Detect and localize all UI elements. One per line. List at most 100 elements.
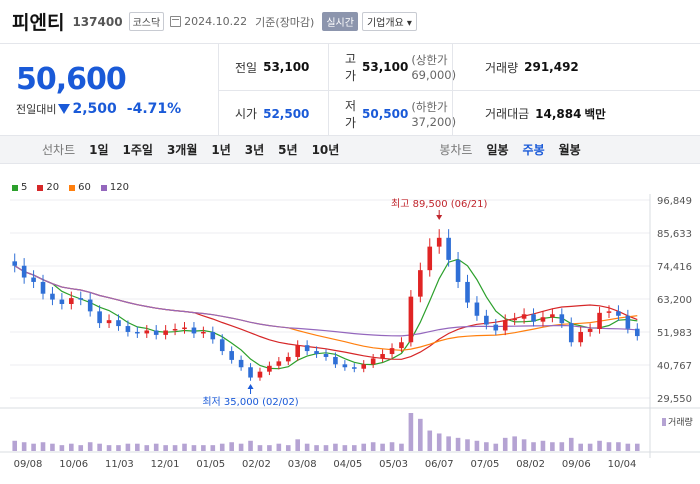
- candle-body: [219, 339, 225, 352]
- volume-label: 거래량: [668, 416, 693, 428]
- volume-bar: [540, 440, 546, 451]
- volume-bar: [493, 443, 499, 451]
- volume-bar: [50, 443, 55, 451]
- period-1y[interactable]: 1년: [211, 143, 231, 157]
- candle-body: [484, 315, 489, 325]
- calendar-icon: [170, 16, 182, 27]
- stat-prev-close: 전일 53,100: [219, 44, 328, 90]
- volume-bar: [597, 440, 602, 451]
- volume-bar: [361, 443, 367, 451]
- candle-daily[interactable]: 일봉: [486, 143, 509, 157]
- quote-basis: 기준(장마감): [255, 15, 315, 29]
- candle-body: [521, 314, 527, 319]
- company-overview-button[interactable]: 기업개요 ▾: [361, 12, 417, 31]
- candle-body: [568, 323, 574, 343]
- change-percent: -4.71%: [126, 101, 182, 117]
- volume-bar: [257, 445, 263, 451]
- volume-bar: [144, 445, 150, 451]
- amount-unit: 백만: [584, 106, 606, 121]
- volume-bar: [342, 445, 348, 451]
- candle-body: [248, 367, 253, 378]
- price-chart[interactable]: 96,849 85,633 74,416 63,200 51,983 40,767 29,5…: [0, 172, 700, 484]
- candle-body: [370, 358, 376, 365]
- volume-bar: [97, 443, 102, 451]
- period-10y[interactable]: 10년: [311, 143, 340, 157]
- period-3m[interactable]: 3개월: [166, 143, 198, 157]
- candle-body: [191, 327, 197, 334]
- candle-body: [446, 237, 451, 260]
- price-change: 전일대비 2,500 -4.71%: [16, 101, 218, 117]
- x-tick-label: 09/06: [562, 459, 591, 470]
- candle-body: [606, 311, 612, 313]
- candle-body: [502, 320, 508, 331]
- stat-high: 고가 53,100 (상한가 69,000): [328, 44, 456, 90]
- candle-body: [144, 330, 150, 334]
- candle-body: [587, 329, 593, 332]
- volume-bar: [512, 436, 517, 451]
- candle-body: [361, 364, 367, 369]
- x-tick-label: 05/03: [379, 459, 408, 470]
- ma20-line: [14, 265, 638, 360]
- candle-body: [455, 259, 461, 282]
- y-tick-label: 85,633: [657, 229, 692, 240]
- volume-bar: [418, 418, 423, 451]
- current-price-box: 50,600 전일대비 2,500 -4.71%: [0, 44, 219, 135]
- x-tick-label: 08/02: [516, 459, 545, 470]
- volume-bar: [12, 440, 18, 451]
- ma60-line: [14, 265, 638, 351]
- candle-body: [351, 367, 357, 369]
- volume-bar: [446, 436, 451, 451]
- stock-code: 137400: [72, 14, 123, 29]
- candle-body: [634, 328, 640, 337]
- upper-limit: (상한가 69,000): [411, 53, 457, 82]
- candle-body: [21, 265, 27, 278]
- volume-bar: [304, 443, 310, 451]
- candle-body: [172, 329, 178, 331]
- realtime-button[interactable]: 실시간: [322, 12, 358, 31]
- candle-monthly[interactable]: 월봉: [558, 143, 581, 157]
- volume-bar: [153, 443, 159, 451]
- volume-bar: [436, 433, 442, 451]
- volume-bar: [106, 445, 112, 451]
- volume-bar: [163, 445, 168, 451]
- candle-body: [163, 330, 168, 335]
- period-5y[interactable]: 5년: [278, 143, 298, 157]
- candle-body: [12, 261, 18, 266]
- volume-bar: [578, 443, 583, 451]
- volume-bar: [380, 443, 385, 451]
- prev-compare-label: 전일대비: [16, 103, 57, 116]
- candle-body: [50, 293, 55, 300]
- high-arrow-head: [436, 215, 443, 220]
- volume-bar: [314, 445, 319, 451]
- period-3y[interactable]: 3년: [244, 143, 265, 157]
- stats-grid: 전일 53,100 고가 53,100 (상한가 69,000) 거래량 291…: [219, 44, 700, 136]
- stat-value: 291,492: [524, 60, 579, 74]
- volume-bar: [276, 443, 282, 451]
- volume-bar: [502, 437, 508, 451]
- stat-label: 거래량: [485, 60, 519, 75]
- low-arrow-head: [247, 384, 254, 389]
- candle-body: [540, 317, 546, 322]
- candle-body: [285, 356, 291, 362]
- volume-bar: [625, 443, 631, 451]
- volume-bar: [389, 442, 395, 451]
- legend-ma5: 5: [12, 182, 27, 193]
- lower-limit: (하한가 37,200): [411, 99, 457, 129]
- period-1w[interactable]: 1주일: [122, 143, 153, 157]
- x-tick-label: 07/05: [471, 459, 500, 470]
- legend-ma120: 120: [100, 182, 129, 193]
- stat-amount: 거래대금 14,884 백만: [452, 90, 700, 136]
- candle-weekly[interactable]: 주봉: [522, 143, 545, 157]
- period-1d[interactable]: 1일: [89, 143, 109, 157]
- volume-bar: [370, 442, 376, 451]
- candle-chart-label: 봉차트: [439, 143, 473, 157]
- candle-body: [116, 320, 121, 327]
- volume-bar: [408, 413, 414, 451]
- volume-bar: [172, 445, 178, 451]
- candle-body: [399, 342, 404, 349]
- volume-bar: [559, 442, 565, 451]
- low-annotation: 최저 35,000 (02/02): [202, 396, 298, 408]
- y-tick-label: 51,983: [657, 328, 692, 339]
- candle-body: [389, 348, 395, 355]
- stock-header: 피엔티 137400 코스닥 2024.10.22 기준(장마감) 실시간 기업…: [0, 0, 700, 44]
